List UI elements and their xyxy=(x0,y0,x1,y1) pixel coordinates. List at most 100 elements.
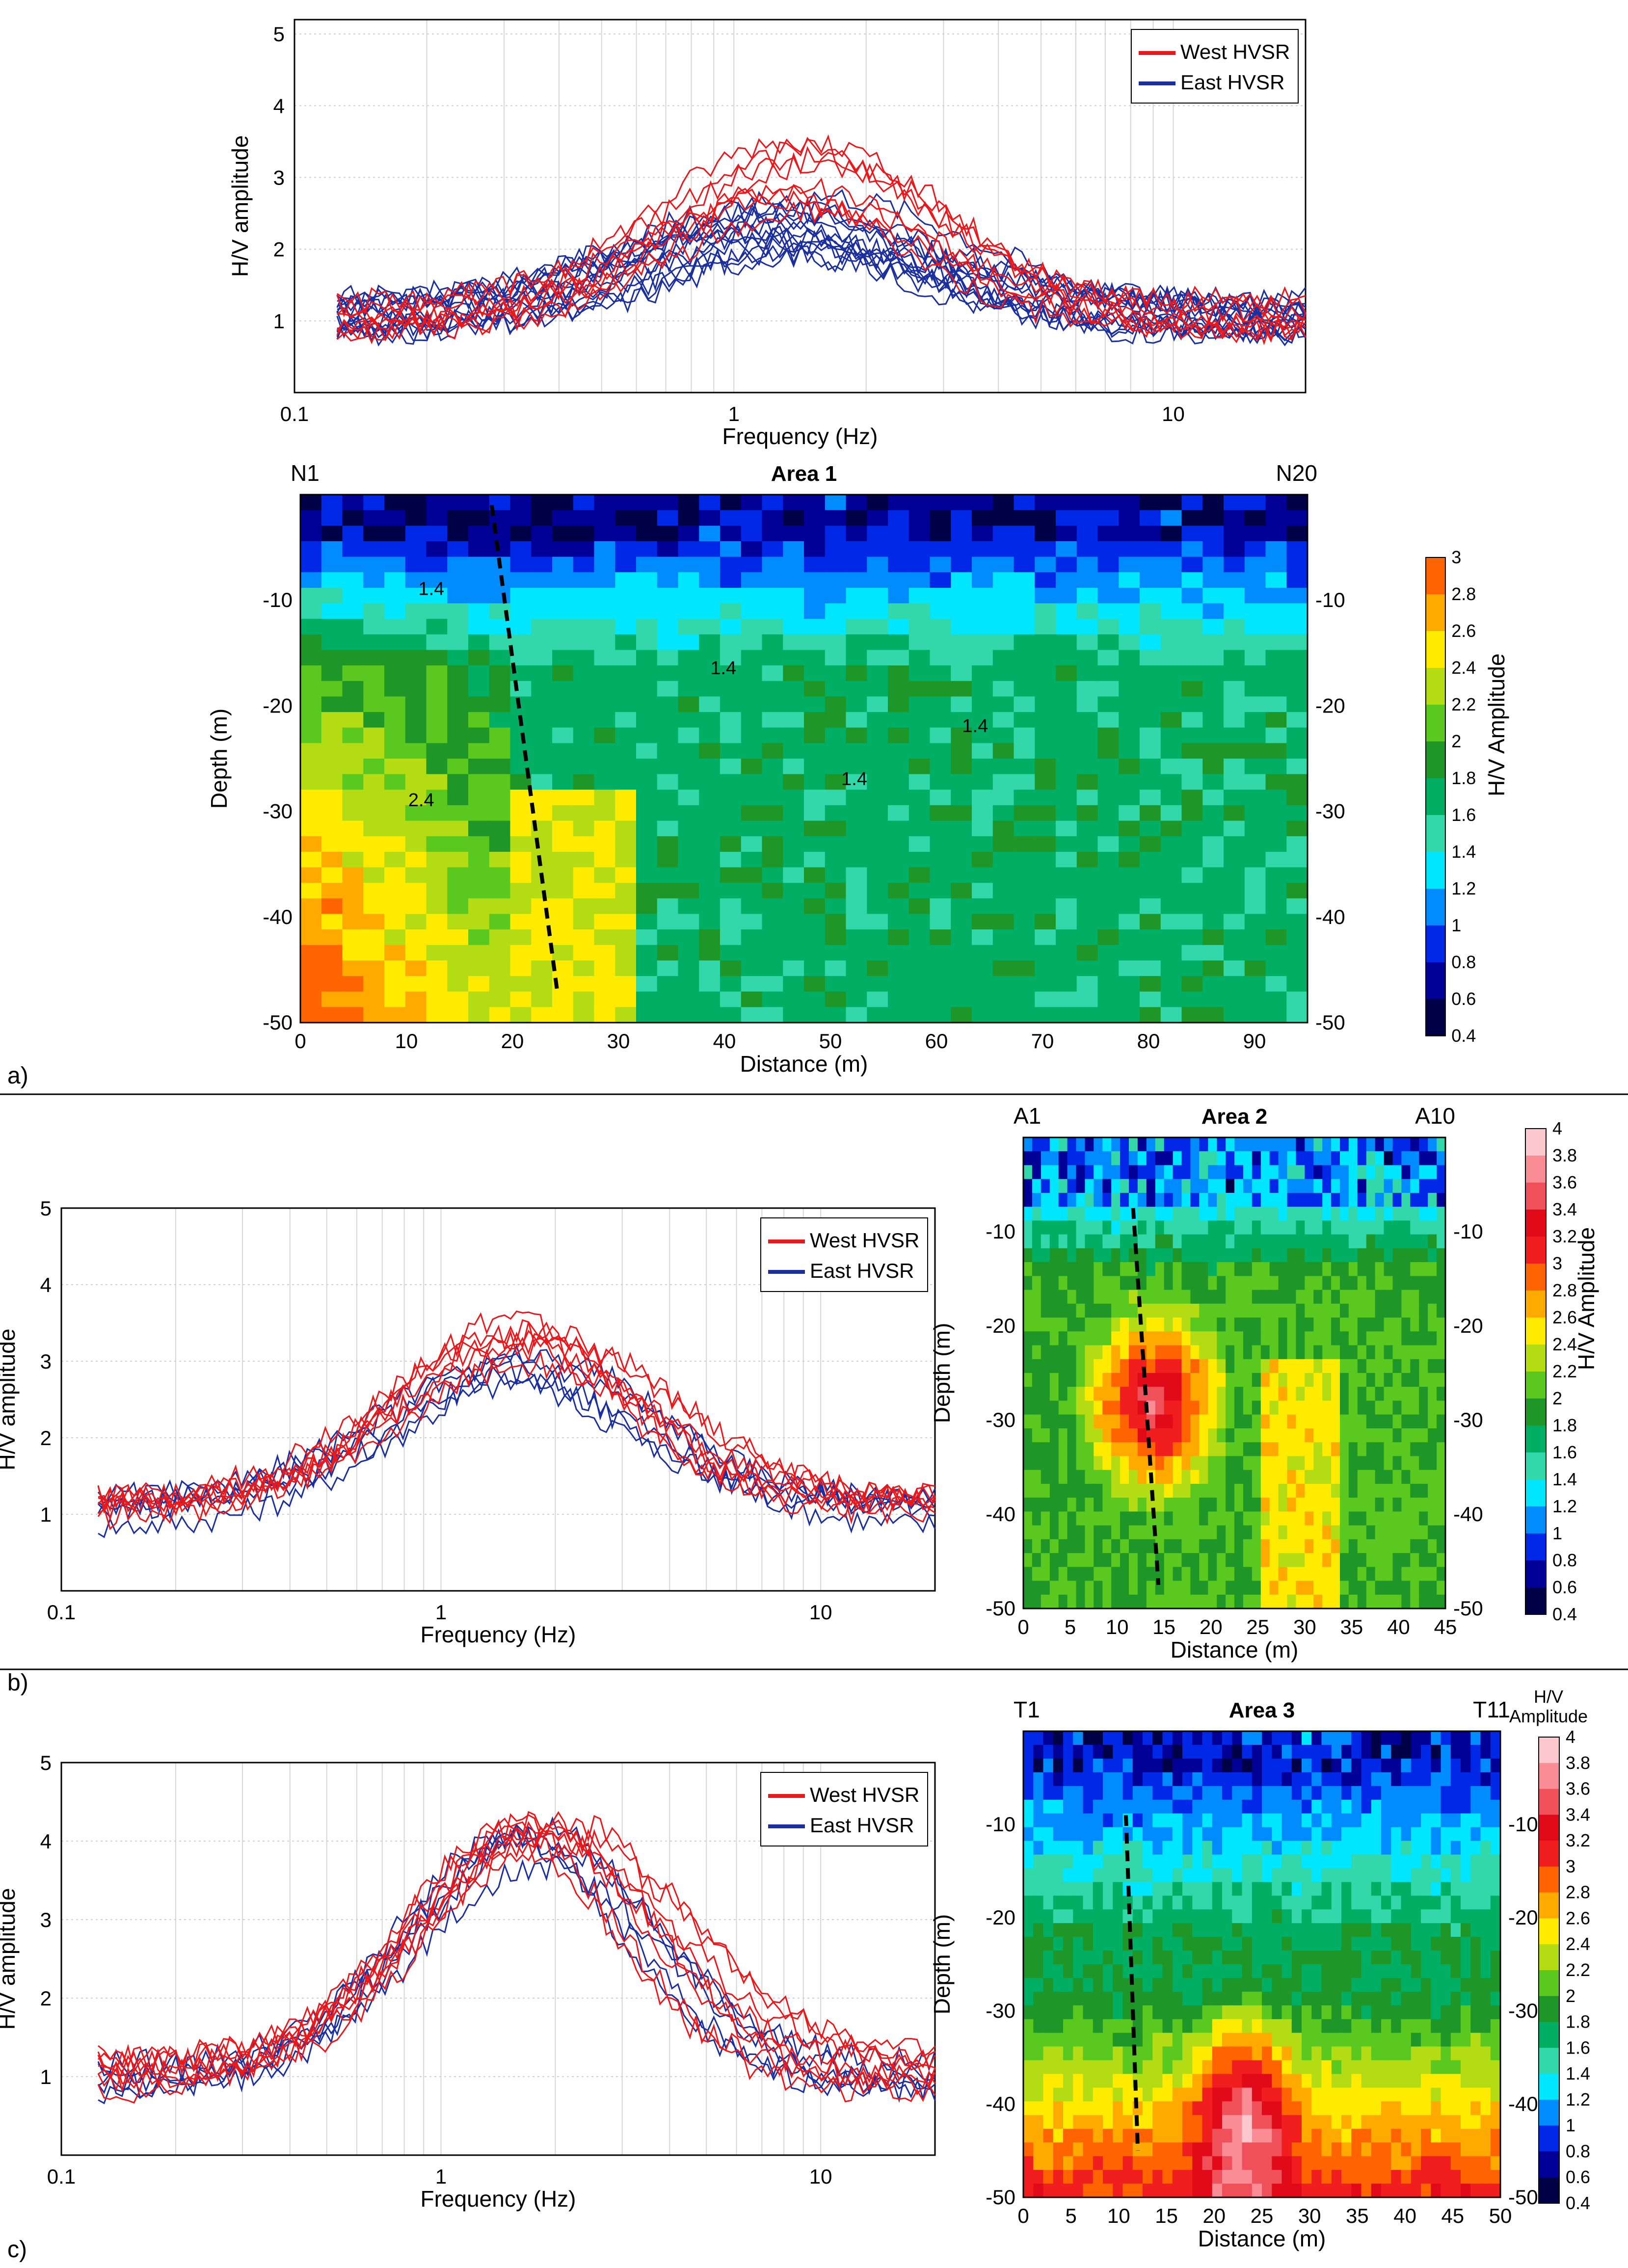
section-cell xyxy=(741,774,763,790)
section-cell xyxy=(1311,1937,1322,1951)
section-cell xyxy=(1122,1758,1133,1773)
section-cell xyxy=(1023,1456,1033,1471)
section-cell xyxy=(1262,1813,1273,1828)
section-cell xyxy=(1281,1731,1292,1745)
section-cell xyxy=(1199,1567,1208,1582)
section-cell xyxy=(1033,1799,1044,1814)
section-cell xyxy=(1058,1387,1068,1401)
section-cell xyxy=(1164,1276,1174,1291)
section-cell xyxy=(1384,1345,1393,1360)
section-cell xyxy=(867,867,888,883)
section-cell xyxy=(1242,1991,1253,2006)
section-cell xyxy=(1278,1331,1288,1346)
section-cell xyxy=(1411,1964,1421,1978)
section-cell xyxy=(1119,495,1140,511)
section-cell xyxy=(1234,1511,1244,1526)
section-cell xyxy=(1450,1909,1461,1924)
section-cell xyxy=(1120,1525,1129,1540)
section-cell xyxy=(1480,1868,1491,1883)
section-cell xyxy=(1321,2129,1332,2143)
section-cell xyxy=(1202,1841,1213,1855)
section-cell xyxy=(1244,712,1266,728)
section-title: Area 1 xyxy=(771,462,837,486)
section-cell xyxy=(447,696,469,712)
section-cell xyxy=(1067,1290,1077,1304)
section-cell xyxy=(1305,1373,1314,1387)
section-cell xyxy=(1305,1248,1314,1263)
section-cell xyxy=(846,510,867,526)
section-cell xyxy=(1305,1456,1314,1471)
section-cell xyxy=(1322,1303,1332,1318)
section-cell xyxy=(1202,2046,1213,2061)
section-cell xyxy=(1262,1951,1273,1965)
section-cell xyxy=(405,790,427,806)
section-cell xyxy=(468,759,490,775)
section-cell xyxy=(1103,1937,1114,1951)
section-cell xyxy=(552,572,574,588)
section-cell xyxy=(1111,1456,1121,1471)
panel-label: b) xyxy=(7,1670,28,1696)
section-cell xyxy=(594,650,615,666)
section-cell xyxy=(1278,1442,1288,1457)
section-cell xyxy=(1217,1262,1226,1277)
section-cell xyxy=(1421,1841,1432,1855)
section-cell xyxy=(1428,1290,1437,1304)
section-cell xyxy=(1023,1553,1033,1568)
section-cell xyxy=(867,759,888,775)
section-cell xyxy=(1437,1179,1446,1193)
section-cell xyxy=(1146,1581,1156,1595)
section-cell xyxy=(1392,1220,1402,1235)
section-cell xyxy=(1244,681,1266,697)
section-cell xyxy=(1366,1414,1376,1429)
section-cell xyxy=(1265,805,1287,821)
section-cell xyxy=(762,495,783,511)
section-cell xyxy=(510,587,532,604)
section-cell xyxy=(1441,1799,1451,1814)
section-cell xyxy=(1437,1234,1446,1249)
section-cell xyxy=(1226,1151,1235,1166)
section-cell xyxy=(1252,1923,1262,1937)
section-cell xyxy=(678,960,699,976)
section-cell xyxy=(1143,1854,1153,1869)
section-cell xyxy=(1097,603,1119,619)
section-cell xyxy=(1287,1553,1297,1568)
section-cell xyxy=(1244,883,1266,899)
section-cell xyxy=(1287,1262,1297,1277)
section-cell xyxy=(1212,2005,1223,2020)
section-cell xyxy=(1252,1882,1262,1897)
section-cell xyxy=(720,681,742,697)
section-cell xyxy=(1102,1387,1112,1401)
section-cell xyxy=(1361,1799,1372,1814)
section-cell xyxy=(992,820,1014,837)
section-cell xyxy=(1265,495,1287,511)
section-cell xyxy=(384,587,406,604)
section-cell xyxy=(1272,1923,1282,1937)
section-cell xyxy=(1437,1373,1446,1387)
section-cell xyxy=(1103,1786,1114,1800)
section-cell xyxy=(1428,1567,1437,1582)
section-cell xyxy=(1461,2032,1471,2047)
section-cell xyxy=(300,510,322,526)
section-cell xyxy=(1041,1387,1050,1401)
section-cell xyxy=(1286,665,1308,682)
section-cell xyxy=(531,526,553,542)
section-cell xyxy=(1291,2101,1302,2116)
section-cell xyxy=(1269,1234,1279,1249)
section-cell xyxy=(1140,898,1161,915)
section-cell xyxy=(1173,1234,1182,1249)
section-cell xyxy=(1076,1428,1086,1443)
section-cell xyxy=(1146,1539,1156,1554)
x-tick-label: 40 xyxy=(713,1029,736,1053)
section-cell xyxy=(1035,572,1056,588)
section-cell xyxy=(1366,1165,1376,1180)
section-cell xyxy=(1371,2005,1382,2020)
section-cell xyxy=(1056,727,1077,744)
section-cell xyxy=(1269,1179,1279,1193)
section-cell xyxy=(615,665,637,682)
section-cell xyxy=(1049,1359,1059,1373)
section-cell xyxy=(1384,1165,1393,1180)
section-cell xyxy=(1278,1220,1288,1235)
section-cell xyxy=(804,836,826,852)
section-cell xyxy=(1155,1483,1165,1498)
section-cell xyxy=(1035,836,1056,852)
